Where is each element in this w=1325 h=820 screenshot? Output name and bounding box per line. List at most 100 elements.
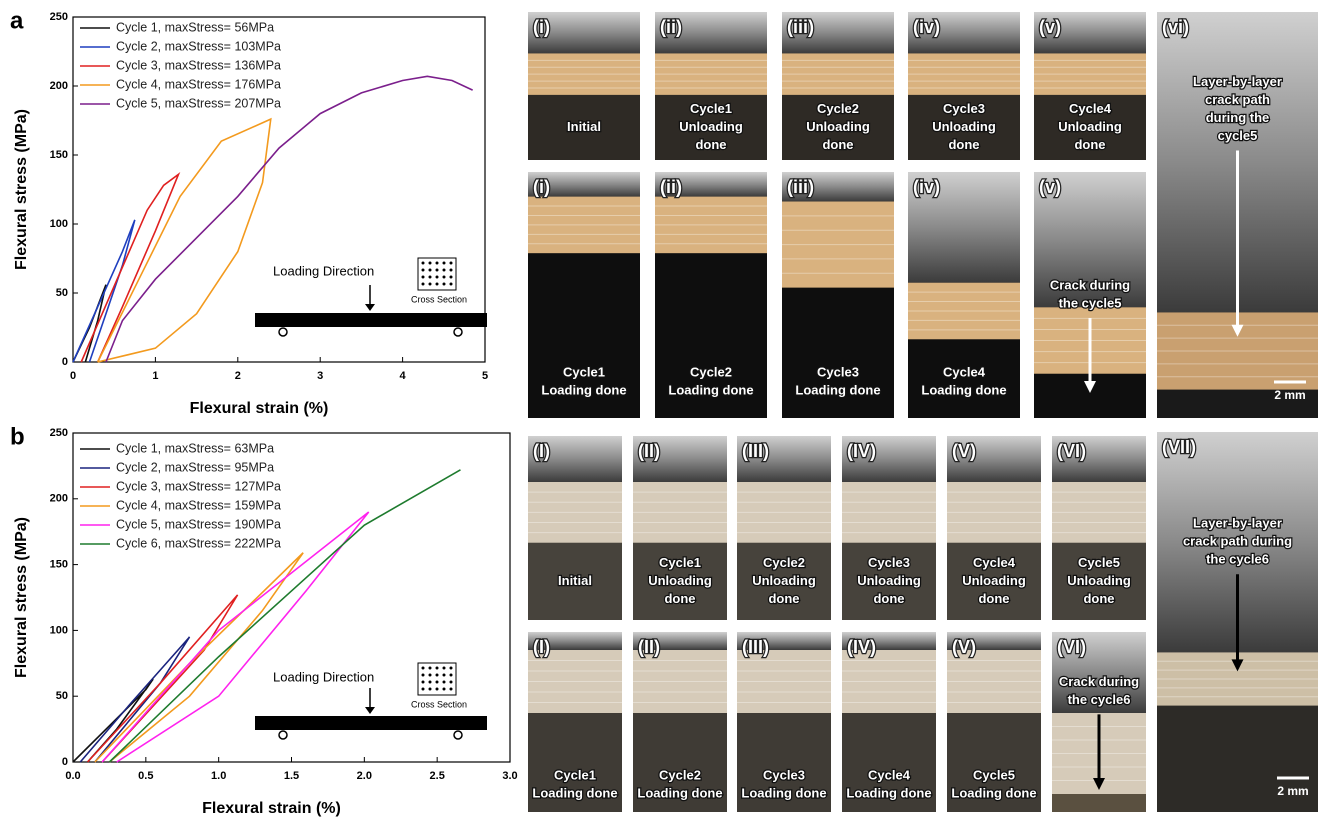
fiber-dot (436, 681, 439, 684)
fiber-dot (429, 269, 432, 272)
photo-caption: done (873, 591, 904, 606)
photo-label: (v) (1039, 17, 1061, 37)
fiber-dot (436, 667, 439, 670)
figure: aFlexural stress (MPa)Flexural strain (%… (0, 0, 1325, 820)
photo-label: (iii) (787, 177, 814, 197)
fiber-dot (450, 283, 453, 286)
y-tick-label: 0 (62, 356, 68, 368)
fiber-dot (443, 262, 446, 265)
photo-label: (III) (742, 637, 769, 657)
photo-caption: done (822, 137, 853, 152)
fiber-dot (450, 269, 453, 272)
photo-caption: Cycle5 (1078, 555, 1120, 570)
photo-caption: Layer-by-layer (1193, 516, 1282, 531)
fiber-dot (422, 283, 425, 286)
fiber-dot (422, 667, 425, 670)
x-tick-label: 4 (400, 370, 407, 382)
photo-caption: Loading done (637, 785, 722, 800)
fiber-dot (450, 688, 453, 691)
x-tick-label: 1 (152, 370, 158, 382)
photo-label: (I) (533, 637, 550, 657)
photo-caption: done (1083, 591, 1114, 606)
fiber-dot (443, 269, 446, 272)
legend-label: Cycle 5, maxStress= 190MPa (116, 517, 281, 531)
photo-label: (iv) (913, 177, 940, 197)
x-tick-label: 2.0 (357, 770, 372, 782)
legend-label: Cycle 6, maxStress= 222MPa (116, 536, 281, 550)
y-tick-label: 50 (56, 690, 68, 702)
photo-caption: Cycle1 (690, 101, 732, 116)
photo-label: (VI) (1057, 637, 1086, 657)
annotation: Cross Section (411, 294, 467, 304)
series-line (95, 553, 303, 762)
y-tick-label: 50 (56, 287, 68, 299)
photo-caption: Unloading (1058, 119, 1122, 134)
photo-label: (II) (638, 441, 660, 461)
photo-caption: done (768, 591, 799, 606)
photo-label: (IV) (847, 441, 876, 461)
x-axis-label: Flexural strain (%) (202, 800, 341, 817)
photo-caption: Cycle2 (817, 101, 859, 116)
legend-label: Cycle 4, maxStress= 176MPa (116, 77, 281, 91)
fiber-dot (443, 681, 446, 684)
photo-caption: Loading done (741, 785, 826, 800)
fiber-dot (429, 674, 432, 677)
photo-label: (iii) (787, 17, 814, 37)
photo-caption: Cycle4 (868, 767, 911, 782)
fiber-dot (443, 688, 446, 691)
fiber-dot (436, 674, 439, 677)
photo-caption: done (664, 591, 695, 606)
photo-caption: Loading done (921, 382, 1006, 397)
photo-caption: Initial (567, 119, 601, 134)
fiber-dot (450, 681, 453, 684)
photo-caption: Loading done (795, 382, 880, 397)
photo-caption: Cycle1 (554, 767, 596, 782)
photo-label: (ii) (660, 17, 682, 37)
photo-caption: Unloading (806, 119, 870, 134)
fiber-dot (436, 283, 439, 286)
support (454, 731, 462, 739)
photo-caption: Cycle3 (868, 555, 910, 570)
x-tick-label: 3.0 (502, 770, 517, 782)
x-tick-label: 1.0 (211, 770, 226, 782)
panel-label: a (10, 7, 24, 34)
photo-caption: Cycle4 (973, 555, 1016, 570)
panel-label: b (10, 423, 25, 450)
y-tick-label: 250 (50, 427, 68, 439)
photo-label: (V) (952, 637, 976, 657)
photo-caption: Initial (558, 573, 592, 588)
support (454, 328, 462, 336)
photo-caption: Cycle2 (690, 364, 732, 379)
fiber-dot (443, 674, 446, 677)
photo-label: (ii) (660, 177, 682, 197)
fiber-dot (443, 283, 446, 286)
photo-caption: Cycle1 (659, 555, 701, 570)
photo-label: (II) (638, 637, 660, 657)
photo-caption: Cycle4 (1069, 101, 1112, 116)
photo-caption: Unloading (752, 573, 816, 588)
photo-caption: the cycle6 (1206, 552, 1269, 567)
x-tick-label: 0.5 (138, 770, 153, 782)
photo-caption: done (978, 591, 1009, 606)
fiber-dot (422, 688, 425, 691)
photo-caption: Cycle5 (973, 767, 1015, 782)
photo-caption: the cycle5 (1059, 295, 1122, 310)
load-arrow-head (365, 707, 375, 714)
photo-caption: Cycle4 (943, 364, 986, 379)
photo-caption: Layer-by-layer (1193, 74, 1282, 89)
photo-caption: Loading done (532, 785, 617, 800)
photo-label: (vi) (1162, 17, 1189, 37)
y-tick-label: 250 (50, 11, 68, 23)
photo-label: (i) (533, 177, 550, 197)
photo-caption: Crack during (1059, 674, 1139, 689)
x-tick-label: 3 (317, 370, 323, 382)
photo-caption: Unloading (857, 573, 921, 588)
photo-label: (iv) (913, 17, 940, 37)
legend-label: Cycle 1, maxStress= 56MPa (116, 20, 274, 34)
fiber-dot (429, 283, 432, 286)
x-tick-label: 5 (482, 370, 488, 382)
y-tick-label: 200 (50, 80, 68, 92)
photo-caption: Cycle3 (763, 767, 805, 782)
photo-caption: cycle5 (1218, 128, 1258, 143)
photo-label: (V) (952, 441, 976, 461)
